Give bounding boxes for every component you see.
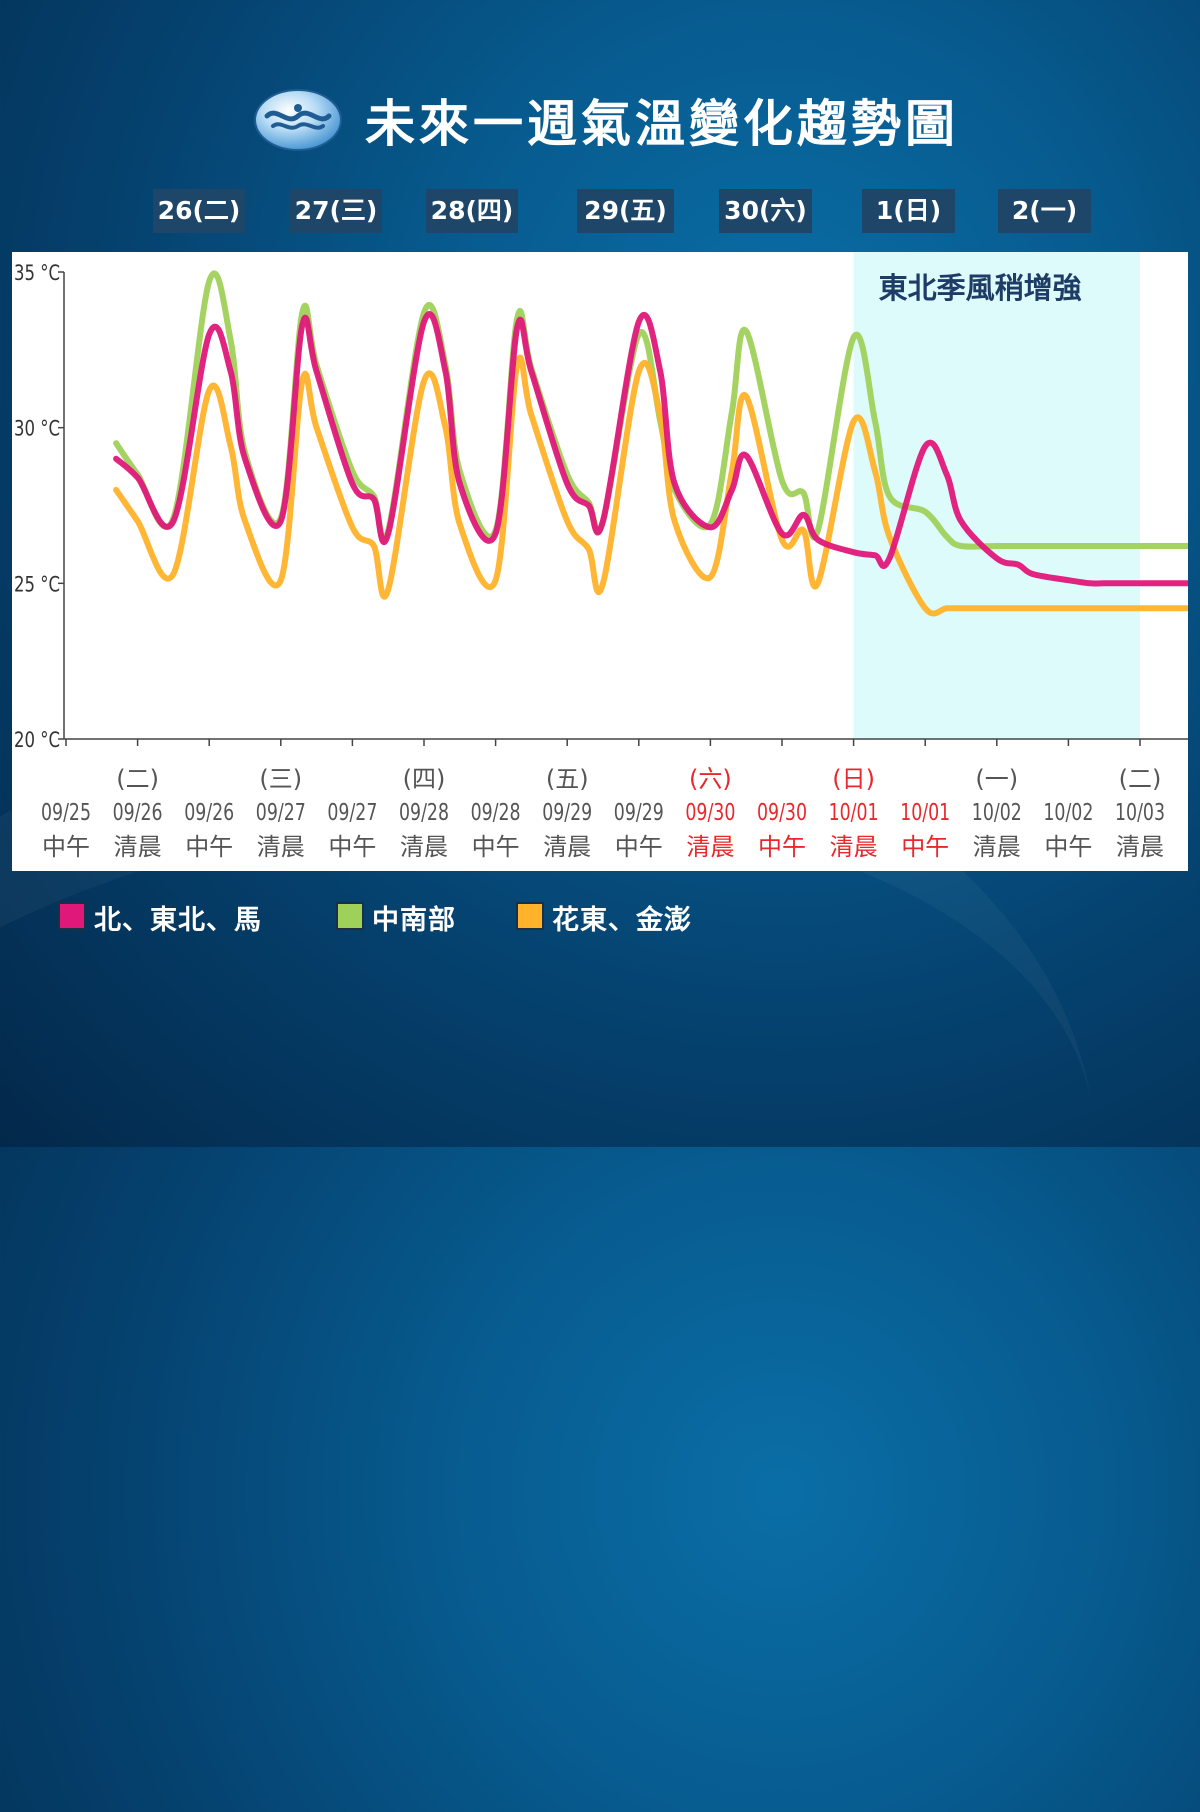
chart-svg: 東北季風稍增強 20 °C 25 °C 30 °C 35 °C 09/25 中午 (二) 09/… xyxy=(14,252,1188,861)
series-line-north xyxy=(113,311,1188,587)
day-tab-29: 29(五) xyxy=(577,189,674,233)
x-tick-date: 09/29 xyxy=(614,800,664,826)
day-tab-30: 30(六) xyxy=(719,189,812,233)
day-tab-27: 27(三) xyxy=(290,189,382,233)
legend-label-north: 北、東北、馬 xyxy=(94,905,262,936)
day-tab-26: 26(二) xyxy=(153,189,245,233)
day-tab-28: 28(四) xyxy=(426,189,518,233)
x-tick-time: 中午 xyxy=(185,833,233,861)
x-tick-date: 09/27 xyxy=(256,800,306,826)
x-tick-weekday: (二) xyxy=(116,765,159,793)
legend-swatch-central-south xyxy=(336,902,364,930)
y-tick-label: 20 °C xyxy=(14,728,60,752)
y-tick-label: 25 °C xyxy=(14,572,60,596)
x-tick-date: 10/01 xyxy=(900,800,950,826)
x-tick-date: 09/26 xyxy=(184,800,234,826)
header: 未來一週氣溫變化趨勢圖 xyxy=(0,78,1200,168)
x-tick-date: 09/26 xyxy=(113,800,163,826)
x-tick-date: 09/30 xyxy=(685,800,735,826)
temperature-chart: 東北季風稍增強 20 °C 25 °C 30 °C 35 °C 09/25 中午 (二) 09/… xyxy=(12,252,1188,871)
x-tick-time: 中午 xyxy=(472,833,520,861)
y-tick-label: 30 °C xyxy=(14,417,60,441)
x-tick-time: 清晨 xyxy=(830,833,878,861)
x-tick-time: 中午 xyxy=(901,833,949,861)
annotation-label: 東北季風稍增強 xyxy=(879,271,1082,305)
legend-swatch-east xyxy=(516,902,544,930)
highlight-band xyxy=(853,252,1140,739)
x-tick-date: 09/30 xyxy=(757,800,807,826)
x-tick-time: 清晨 xyxy=(686,833,734,861)
x-tick-date: 09/27 xyxy=(327,800,377,826)
x-tick-time: 中午 xyxy=(328,833,376,861)
x-tick-date: 10/03 xyxy=(1115,800,1165,826)
x-tick-time: 清晨 xyxy=(1116,833,1164,861)
x-tick-time: 清晨 xyxy=(400,833,448,861)
x-tick-date: 09/28 xyxy=(471,800,521,826)
x-tick-date: 09/29 xyxy=(542,800,592,826)
series-line-east xyxy=(113,354,1188,617)
x-tick-time: 中午 xyxy=(1044,833,1092,861)
x-tick-weekday: (日) xyxy=(832,765,875,793)
x-tick-weekday: (四) xyxy=(403,765,446,793)
x-tick-time: 清晨 xyxy=(543,833,591,861)
x-tick-weekday: (三) xyxy=(259,765,302,793)
x-tick-time: 中午 xyxy=(758,833,806,861)
day-tab-1: 1(日) xyxy=(862,189,955,233)
x-tick-time: 清晨 xyxy=(973,833,1021,861)
legend-label-east: 花東、金澎 xyxy=(552,905,692,936)
legend-label-central-south: 中南部 xyxy=(372,905,456,936)
x-tick-date: 09/28 xyxy=(399,800,449,826)
x-tick-weekday: (六) xyxy=(689,765,732,793)
x-tick-date: 10/01 xyxy=(829,800,879,826)
x-tick-date: 10/02 xyxy=(972,800,1022,826)
x-tick-weekday: (二) xyxy=(1119,765,1162,793)
x-tick-date: 10/02 xyxy=(1043,800,1093,826)
x-tick-date: 09/25 xyxy=(41,800,91,826)
x-tick-time: 清晨 xyxy=(257,833,305,861)
x-tick-time: 清晨 xyxy=(114,833,162,861)
page-title: 未來一週氣溫變化趨勢圖 xyxy=(365,95,959,153)
x-tick-time: 中午 xyxy=(42,833,90,861)
x-tick-weekday: (一) xyxy=(975,765,1018,793)
x-tick-time: 中午 xyxy=(615,833,663,861)
day-tab-2: 2(一) xyxy=(998,189,1091,233)
y-tick-label: 35 °C xyxy=(14,261,60,285)
legend-swatch-north xyxy=(58,902,86,930)
cwa-logo-icon xyxy=(253,88,343,152)
x-tick-weekday: (五) xyxy=(546,765,589,793)
